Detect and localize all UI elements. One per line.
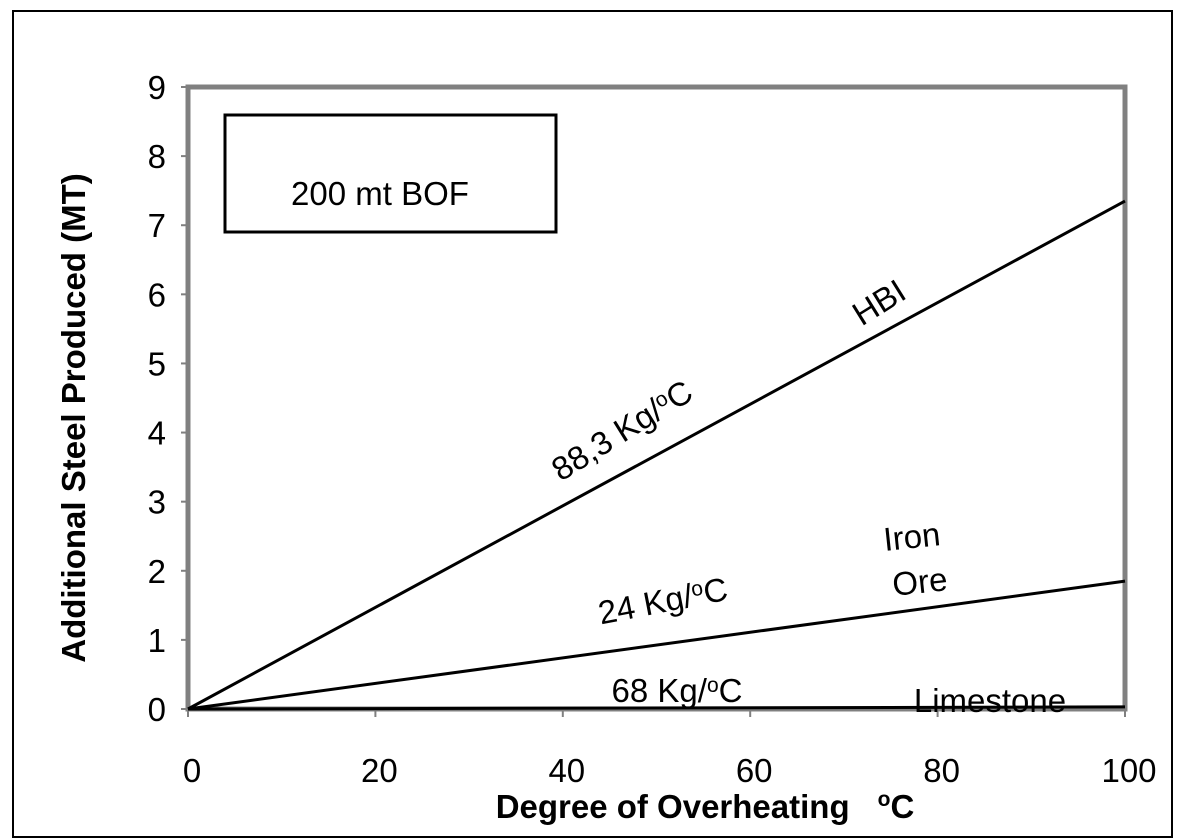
x-tick-label: 60 xyxy=(736,752,773,789)
x-axis-unit: C xyxy=(890,788,914,825)
annotation-box-label: 200 mt BOF xyxy=(291,175,469,212)
y-tick-label: 4 xyxy=(148,415,166,452)
iron-ore-series-line xyxy=(187,579,1126,711)
iron-ore-series-label-line1: Iron xyxy=(882,515,942,558)
limestone-series-label: Limestone xyxy=(914,682,1066,719)
y-tick-label: 9 xyxy=(148,69,166,106)
limestone-series-line xyxy=(187,705,1126,711)
x-tick-label: 100 xyxy=(1101,752,1156,789)
y-tick-label: 8 xyxy=(148,138,166,175)
iron-ore-rate-text: 24 Kg/ xyxy=(595,577,697,632)
limestone-rate-text: 68 Kg/ xyxy=(612,672,708,709)
y-tick-label: 6 xyxy=(148,276,166,313)
x-tick-label: 40 xyxy=(548,752,585,789)
degree-mark: o xyxy=(707,674,719,697)
hbi-series-line xyxy=(187,199,1126,711)
y-tick-label: 0 xyxy=(148,691,166,728)
y-axis: 0 1 2 3 4 5 6 7 8 9 xyxy=(148,69,189,728)
x-tick-label: 0 xyxy=(183,752,201,789)
y-tick-label: 1 xyxy=(148,622,166,659)
series-lines xyxy=(187,199,1126,711)
x-axis-title: Degree of Overheating oC xyxy=(496,788,915,825)
hbi-rate-label: 88,3 Kg/oC xyxy=(545,373,699,488)
x-tick-label: 20 xyxy=(361,752,398,789)
x-axis: 0 20 40 60 80 100 xyxy=(183,709,1157,789)
iron-ore-rate-label: 24 Kg/oC xyxy=(595,570,731,631)
degree-mark: o xyxy=(689,577,705,602)
y-tick-label: 7 xyxy=(148,207,166,244)
unit-c: C xyxy=(700,570,730,611)
y-tick-label: 3 xyxy=(148,484,166,521)
annotation-box xyxy=(223,113,558,234)
y-axis-title: Additional Steel Produced (MT) xyxy=(55,173,92,663)
x-axis-title-text: Degree of Overheating xyxy=(496,788,850,825)
x-tick-label: 80 xyxy=(923,752,960,789)
iron-ore-series-label-line2: Ore xyxy=(891,560,950,603)
degree-mark: o xyxy=(878,788,891,811)
y-tick-label: 5 xyxy=(148,345,166,382)
hbi-rate-text: 88,3 Kg/ xyxy=(545,391,670,488)
unit-c: C xyxy=(719,672,743,709)
y-tick-label: 2 xyxy=(148,553,166,590)
limestone-rate-label: 68 Kg/oC xyxy=(612,672,743,709)
